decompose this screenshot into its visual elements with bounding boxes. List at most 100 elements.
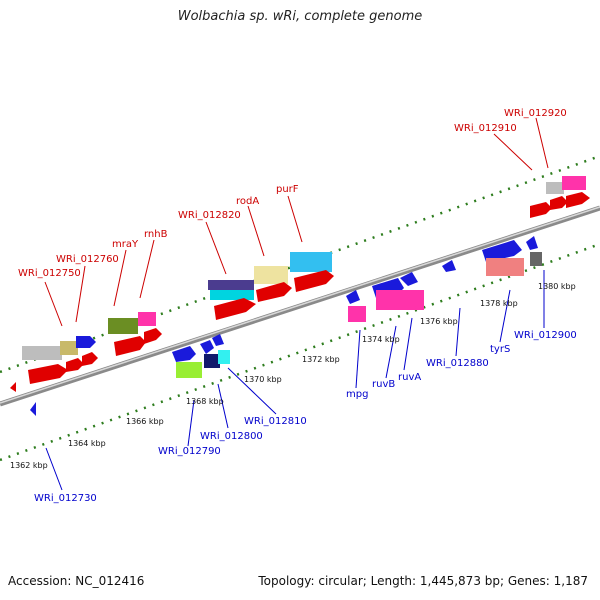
gene-feature bbox=[442, 260, 456, 272]
outer-tick-row-bottom bbox=[0, 242, 600, 462]
gene-feature bbox=[346, 290, 360, 304]
gene-feature bbox=[208, 280, 254, 290]
gene-feature bbox=[530, 202, 552, 218]
gene-feature bbox=[486, 258, 524, 276]
gene-label: WRi_012900 bbox=[514, 330, 577, 341]
gene-label: mraY bbox=[112, 239, 139, 250]
gene-feature bbox=[108, 318, 138, 334]
gene-feature bbox=[400, 272, 418, 286]
scale-label: 1380 kbp bbox=[538, 282, 576, 291]
leader-line bbox=[45, 447, 63, 491]
gene-feature bbox=[10, 382, 16, 392]
leader-line bbox=[403, 317, 413, 371]
gene-label: WRi_012790 bbox=[158, 446, 221, 457]
gene-feature bbox=[566, 192, 590, 208]
gene-feature bbox=[526, 236, 538, 250]
leader-line bbox=[355, 329, 361, 389]
leader-line bbox=[499, 289, 511, 343]
gene-feature bbox=[172, 346, 196, 362]
scale-label: 1376 kbp bbox=[420, 317, 458, 326]
gene-feature bbox=[138, 312, 156, 326]
forward-strand-features bbox=[22, 176, 590, 384]
gene-feature bbox=[348, 306, 366, 322]
gene-feature bbox=[60, 341, 78, 355]
gene-feature bbox=[30, 402, 36, 416]
reverse-gene-labels: WRi_012730 WRi_012790 WRi_012800 WRi_012… bbox=[34, 330, 577, 504]
outer-tick-row-top bbox=[0, 154, 600, 374]
gene-feature bbox=[376, 290, 424, 310]
leader-line bbox=[187, 399, 195, 447]
gene-label: WRi_012920 bbox=[504, 108, 567, 119]
gene-feature bbox=[212, 334, 224, 346]
gene-label: ruvB bbox=[372, 379, 395, 390]
gene-feature bbox=[294, 270, 334, 292]
leader-line bbox=[247, 205, 265, 257]
leader-line bbox=[493, 133, 533, 171]
gene-label: purF bbox=[276, 184, 299, 195]
leader-line bbox=[44, 281, 63, 327]
gene-feature bbox=[114, 336, 146, 356]
leader-line bbox=[139, 239, 155, 299]
gene-label: WRi_012880 bbox=[426, 358, 489, 369]
gene-feature bbox=[204, 354, 220, 368]
gene-feature bbox=[28, 364, 68, 384]
scale-label: 1364 kbp bbox=[68, 439, 106, 448]
genome-backbone bbox=[0, 205, 600, 407]
gene-label: WRi_012800 bbox=[200, 431, 263, 442]
forward-gene-labels: WRi_012750 WRi_012760 mraY rnhB WRi_0128… bbox=[18, 108, 567, 279]
gene-feature bbox=[546, 182, 564, 194]
leader-line bbox=[535, 117, 549, 169]
reverse-strand-features bbox=[10, 236, 542, 416]
accession-text: Accession: NC_012416 bbox=[8, 574, 145, 588]
gene-feature bbox=[176, 362, 202, 378]
gene-label: ruvA bbox=[398, 372, 421, 383]
gene-feature bbox=[82, 352, 98, 366]
leader-line bbox=[385, 325, 397, 379]
leader-line bbox=[75, 265, 86, 323]
gene-feature bbox=[218, 350, 230, 364]
scale-label: 1366 kbp bbox=[126, 417, 164, 426]
gene-label: tyrS bbox=[490, 344, 510, 355]
scale-label: 1370 kbp bbox=[244, 375, 282, 384]
gene-feature bbox=[22, 346, 62, 360]
gene-feature bbox=[214, 298, 256, 320]
gene-feature bbox=[562, 176, 586, 190]
scale-label: 1362 kbp bbox=[10, 461, 48, 470]
leader-line bbox=[217, 383, 229, 429]
scale-label: 1378 kbp bbox=[480, 299, 518, 308]
gene-feature bbox=[290, 252, 332, 272]
gene-feature bbox=[76, 336, 96, 348]
gene-feature bbox=[254, 266, 288, 284]
gene-feature bbox=[66, 358, 84, 372]
genome-summary-text: Topology: circular; Length: 1,445,873 bp… bbox=[258, 574, 588, 588]
leader-line bbox=[455, 307, 461, 357]
gene-feature bbox=[144, 328, 162, 344]
gene-feature bbox=[256, 282, 292, 302]
gene-feature bbox=[200, 340, 214, 354]
gene-feature bbox=[210, 290, 254, 300]
map-title: Wolbachia sp. wRi, complete genome bbox=[177, 9, 423, 24]
leader-line bbox=[287, 195, 303, 243]
gene-label: WRi_012750 bbox=[18, 268, 81, 279]
gene-label: rnhB bbox=[144, 229, 168, 240]
gene-feature bbox=[530, 252, 542, 266]
gene-label: rodA bbox=[236, 196, 259, 207]
gene-label: WRi_012810 bbox=[244, 416, 307, 427]
leader-line bbox=[205, 221, 227, 275]
leader-lines bbox=[44, 117, 549, 491]
gene-label: mpg bbox=[346, 389, 368, 400]
genome-backbone-highlight bbox=[0, 206, 600, 404]
scale-label: 1368 kbp bbox=[186, 397, 224, 406]
gene-label: WRi_012760 bbox=[56, 254, 119, 265]
leader-line bbox=[113, 249, 127, 307]
gene-label: WRi_012910 bbox=[454, 123, 517, 134]
gene-label: WRi_012730 bbox=[34, 493, 97, 504]
gene-label: WRi_012820 bbox=[178, 210, 241, 221]
scale-label: 1374 kbp bbox=[362, 335, 400, 344]
gene-feature bbox=[550, 196, 568, 210]
leader-line bbox=[227, 367, 277, 415]
scale-labels: 1362 kbp 1364 kbp 1366 kbp 1368 kbp 1370… bbox=[10, 282, 576, 470]
scale-label: 1372 kbp bbox=[302, 355, 340, 364]
gene-feature bbox=[482, 240, 522, 262]
